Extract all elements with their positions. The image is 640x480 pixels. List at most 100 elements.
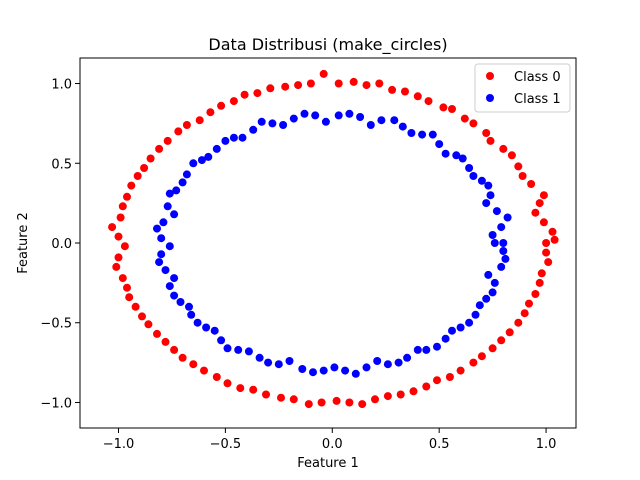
point-class-1-88 bbox=[394, 358, 403, 367]
x-tick-label-2: 0.0 bbox=[322, 437, 343, 452]
point-class-0-87 bbox=[383, 392, 392, 401]
point-class-1-38 bbox=[362, 363, 371, 372]
point-class-0-26 bbox=[118, 274, 127, 283]
point-class-1-49 bbox=[488, 231, 497, 239]
point-class-1-67 bbox=[204, 152, 213, 161]
x-tick-label-4: 1.0 bbox=[536, 437, 557, 452]
point-class-1-31 bbox=[217, 336, 226, 345]
point-class-0-88 bbox=[409, 387, 418, 396]
point-class-1-37 bbox=[341, 366, 350, 375]
point-class-0-53 bbox=[507, 151, 516, 160]
x-axis-label: Feature 1 bbox=[297, 456, 359, 471]
point-class-1-13 bbox=[311, 111, 320, 120]
point-class-0-92 bbox=[497, 336, 506, 345]
point-class-1-35 bbox=[298, 365, 307, 373]
point-class-1-84 bbox=[309, 368, 317, 377]
point-class-0-45 bbox=[520, 309, 529, 318]
point-class-1-78 bbox=[193, 318, 202, 327]
point-class-1-79 bbox=[210, 326, 219, 335]
point-class-1-52 bbox=[484, 181, 493, 190]
point-class-1-54 bbox=[458, 154, 467, 163]
point-class-1-9 bbox=[398, 122, 407, 131]
point-class-0-43 bbox=[488, 344, 497, 353]
point-class-0-28 bbox=[138, 312, 146, 321]
y-tick-label-4: 1.0 bbox=[51, 78, 72, 93]
point-class-1-61 bbox=[321, 117, 330, 126]
point-class-0-52 bbox=[518, 172, 527, 180]
point-class-0-63 bbox=[266, 84, 275, 93]
point-class-1-20 bbox=[182, 170, 191, 179]
point-class-1-8 bbox=[418, 130, 427, 139]
point-class-1-32 bbox=[234, 345, 243, 354]
point-class-0-56 bbox=[448, 105, 456, 113]
point-class-0-78 bbox=[161, 337, 170, 346]
point-class-0-12 bbox=[334, 79, 343, 88]
point-class-1-0 bbox=[499, 239, 508, 247]
point-class-0-47 bbox=[537, 269, 546, 278]
point-class-0-42 bbox=[469, 358, 478, 367]
point-class-1-16 bbox=[249, 125, 258, 134]
point-class-1-69 bbox=[178, 178, 187, 187]
y-tick-label-2: 0.0 bbox=[51, 237, 72, 252]
point-class-1-43 bbox=[456, 323, 465, 332]
point-class-0-48 bbox=[542, 248, 551, 257]
y-tick-label-1: −0.5 bbox=[40, 317, 72, 332]
point-class-0-96 bbox=[544, 258, 553, 267]
point-class-1-23 bbox=[159, 218, 168, 227]
point-class-0-54 bbox=[486, 136, 495, 145]
point-class-0-94 bbox=[525, 299, 533, 308]
point-class-1-73 bbox=[165, 242, 174, 251]
point-class-1-66 bbox=[221, 136, 230, 145]
point-class-1-50 bbox=[503, 213, 512, 222]
point-class-0-16 bbox=[229, 97, 238, 106]
point-class-1-45 bbox=[482, 294, 491, 303]
point-class-0-91 bbox=[477, 352, 486, 361]
point-class-0-29 bbox=[153, 329, 161, 338]
point-class-0-35 bbox=[289, 395, 298, 404]
point-class-0-90 bbox=[456, 366, 465, 375]
point-class-0-1 bbox=[539, 218, 548, 227]
point-class-1-93 bbox=[475, 301, 484, 310]
point-class-0-33 bbox=[236, 384, 245, 393]
point-class-1-87 bbox=[373, 357, 382, 365]
point-class-0-70 bbox=[127, 181, 136, 190]
point-class-0-19 bbox=[163, 136, 172, 145]
x-tick-label-3: 0.5 bbox=[429, 437, 450, 452]
point-class-0-68 bbox=[155, 144, 164, 153]
point-class-1-40 bbox=[403, 353, 412, 362]
point-class-1-77 bbox=[185, 302, 193, 311]
point-class-1-24 bbox=[157, 234, 166, 243]
point-class-0-80 bbox=[200, 366, 208, 375]
point-class-1-7 bbox=[435, 140, 444, 149]
point-class-1-75 bbox=[170, 274, 179, 283]
point-class-0-40 bbox=[422, 382, 431, 391]
point-class-0-30 bbox=[170, 345, 179, 354]
point-class-1-65 bbox=[238, 133, 247, 142]
point-class-1-33 bbox=[255, 353, 264, 362]
point-class-0-5 bbox=[499, 144, 508, 153]
point-class-1-26 bbox=[161, 266, 170, 275]
point-class-0-10 bbox=[388, 85, 397, 94]
point-class-0-84 bbox=[304, 400, 313, 409]
legend-marker-class-1 bbox=[486, 94, 494, 102]
point-class-0-17 bbox=[206, 108, 215, 117]
point-class-0-79 bbox=[178, 353, 187, 362]
point-class-0-9 bbox=[413, 92, 422, 101]
point-class-0-69 bbox=[140, 164, 149, 172]
point-class-0-25 bbox=[114, 253, 123, 262]
point-class-1-70 bbox=[165, 189, 174, 198]
point-class-1-22 bbox=[163, 202, 172, 211]
point-class-1-96 bbox=[501, 254, 510, 263]
point-class-1-82 bbox=[264, 358, 273, 367]
point-class-1-53 bbox=[469, 172, 478, 180]
point-class-1-83 bbox=[285, 357, 294, 365]
point-class-0-49 bbox=[548, 227, 557, 236]
point-class-0-72 bbox=[108, 223, 117, 232]
point-class-0-65 bbox=[217, 101, 226, 110]
legend-label-class-1: Class 1 bbox=[514, 92, 561, 107]
point-class-1-3 bbox=[486, 191, 495, 200]
point-class-0-51 bbox=[539, 191, 548, 200]
point-class-1-68 bbox=[189, 159, 198, 168]
point-class-0-55 bbox=[469, 119, 478, 128]
point-class-1-19 bbox=[197, 156, 206, 165]
